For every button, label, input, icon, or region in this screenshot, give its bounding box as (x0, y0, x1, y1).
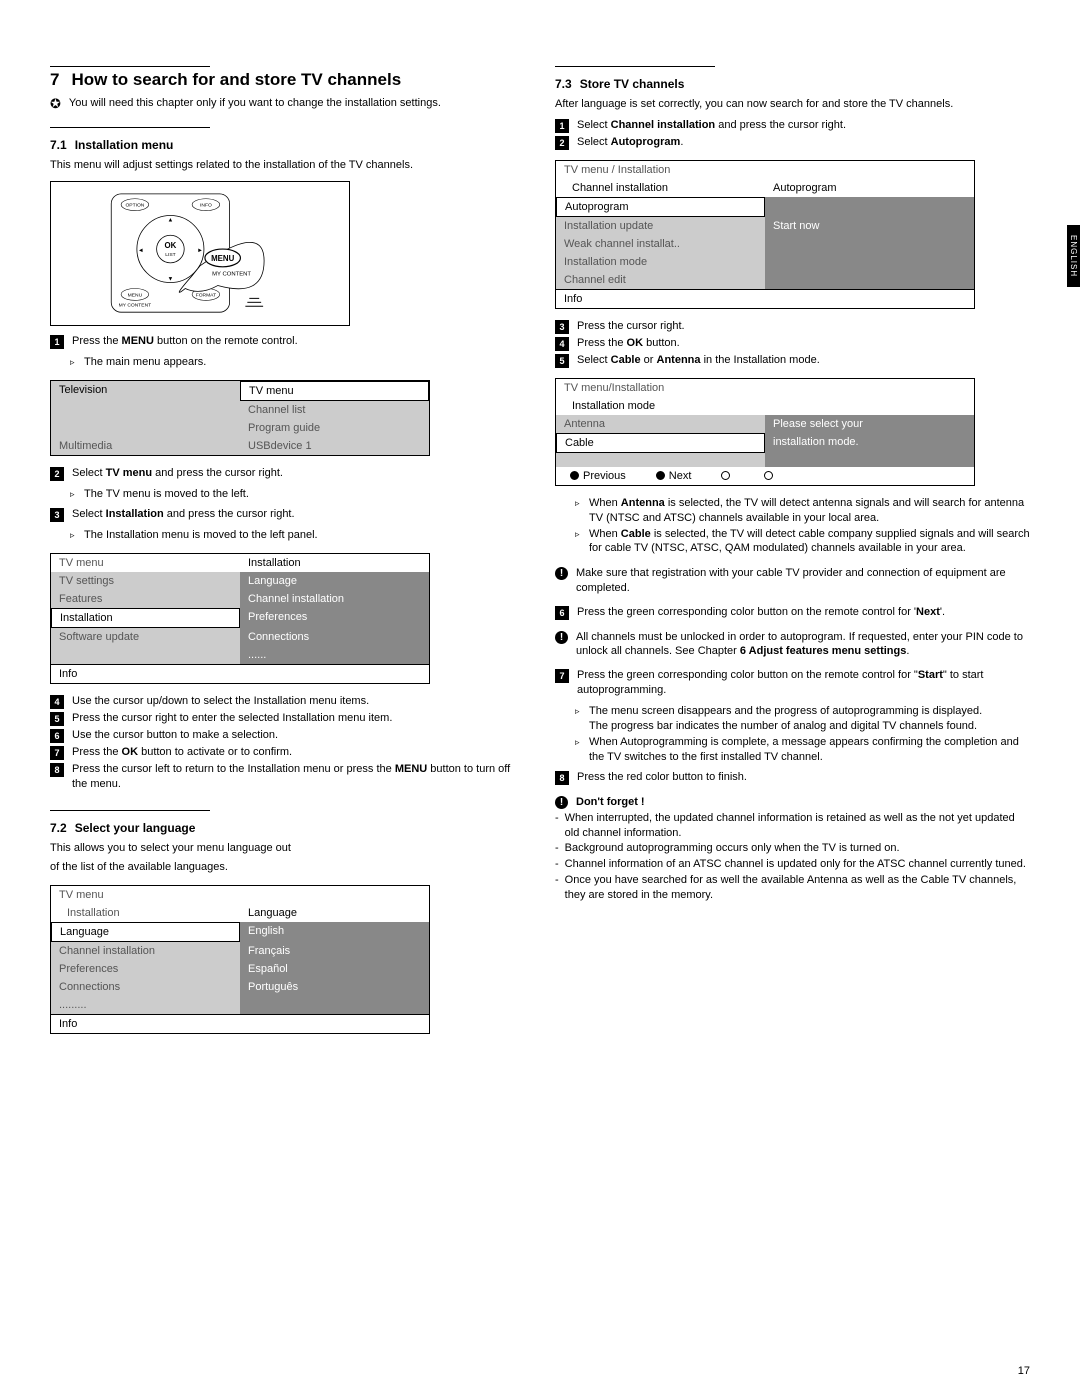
menu-language: TV menu Installation Language LanguageEn… (50, 885, 430, 1034)
chapter-tip: You will need this chapter only if you w… (69, 96, 441, 110)
menu-main: Television TV menu Channel list Program … (50, 380, 430, 456)
menu-installation: TV menu Installation TV settingsLanguage… (50, 553, 430, 684)
left-column: 7 How to search for and store TV channel… (50, 60, 525, 1044)
svg-text:MY CONTENT: MY CONTENT (119, 302, 151, 308)
option-label: OPTION (125, 202, 144, 208)
svg-text:▲: ▲ (167, 217, 173, 223)
page-number: 17 (1018, 1365, 1030, 1377)
svg-text:►: ► (197, 248, 203, 254)
svg-text:OK: OK (165, 241, 177, 250)
warn-icon: ! (555, 796, 568, 809)
step-num-icon: 1 (50, 335, 64, 349)
sub-result: The main menu appears. (50, 355, 525, 370)
svg-text:MENU: MENU (211, 254, 234, 263)
s71-intro: This menu will adjust settings related t… (50, 158, 525, 173)
step-text: Press the MENU button on the remote cont… (72, 334, 298, 349)
svg-text:LIST: LIST (165, 252, 175, 258)
chapter-heading: 7 How to search for and store TV channel… (50, 70, 525, 90)
tip-icon: ✪ (50, 96, 61, 113)
section-7-2: 7.2Select your language (50, 821, 525, 835)
warn-icon: ! (555, 631, 568, 644)
svg-text:▼: ▼ (167, 276, 173, 282)
language-tab: ENGLISH (1067, 225, 1080, 287)
svg-text:MY CONTENT: MY CONTENT (212, 271, 251, 277)
svg-text:◄: ◄ (138, 248, 144, 254)
svg-text:INFO: INFO (200, 202, 212, 208)
menu-autoprogram: TV menu / Installation Channel installat… (555, 160, 975, 309)
remote-diagram: OPTION INFO OK LIST ▲ ▼ ◄ ► MENU MY CONT… (50, 181, 350, 326)
section-7-1: 7.1Installation menu (50, 138, 525, 152)
nav-buttons: Previous Next (556, 467, 974, 485)
svg-text:MENU: MENU (128, 292, 143, 298)
dont-forget-list: When interrupted, the updated channel in… (555, 811, 1030, 903)
dont-forget-title: Don't forget ! (576, 795, 645, 809)
right-column: 7.3Store TV channels After language is s… (555, 60, 1030, 1044)
svg-text:FORMAT: FORMAT (196, 292, 216, 298)
section-7-3: 7.3Store TV channels (555, 77, 1030, 91)
warn-icon: ! (555, 567, 568, 580)
menu-install-mode: TV menu/Installation Installation mode A… (555, 378, 975, 486)
